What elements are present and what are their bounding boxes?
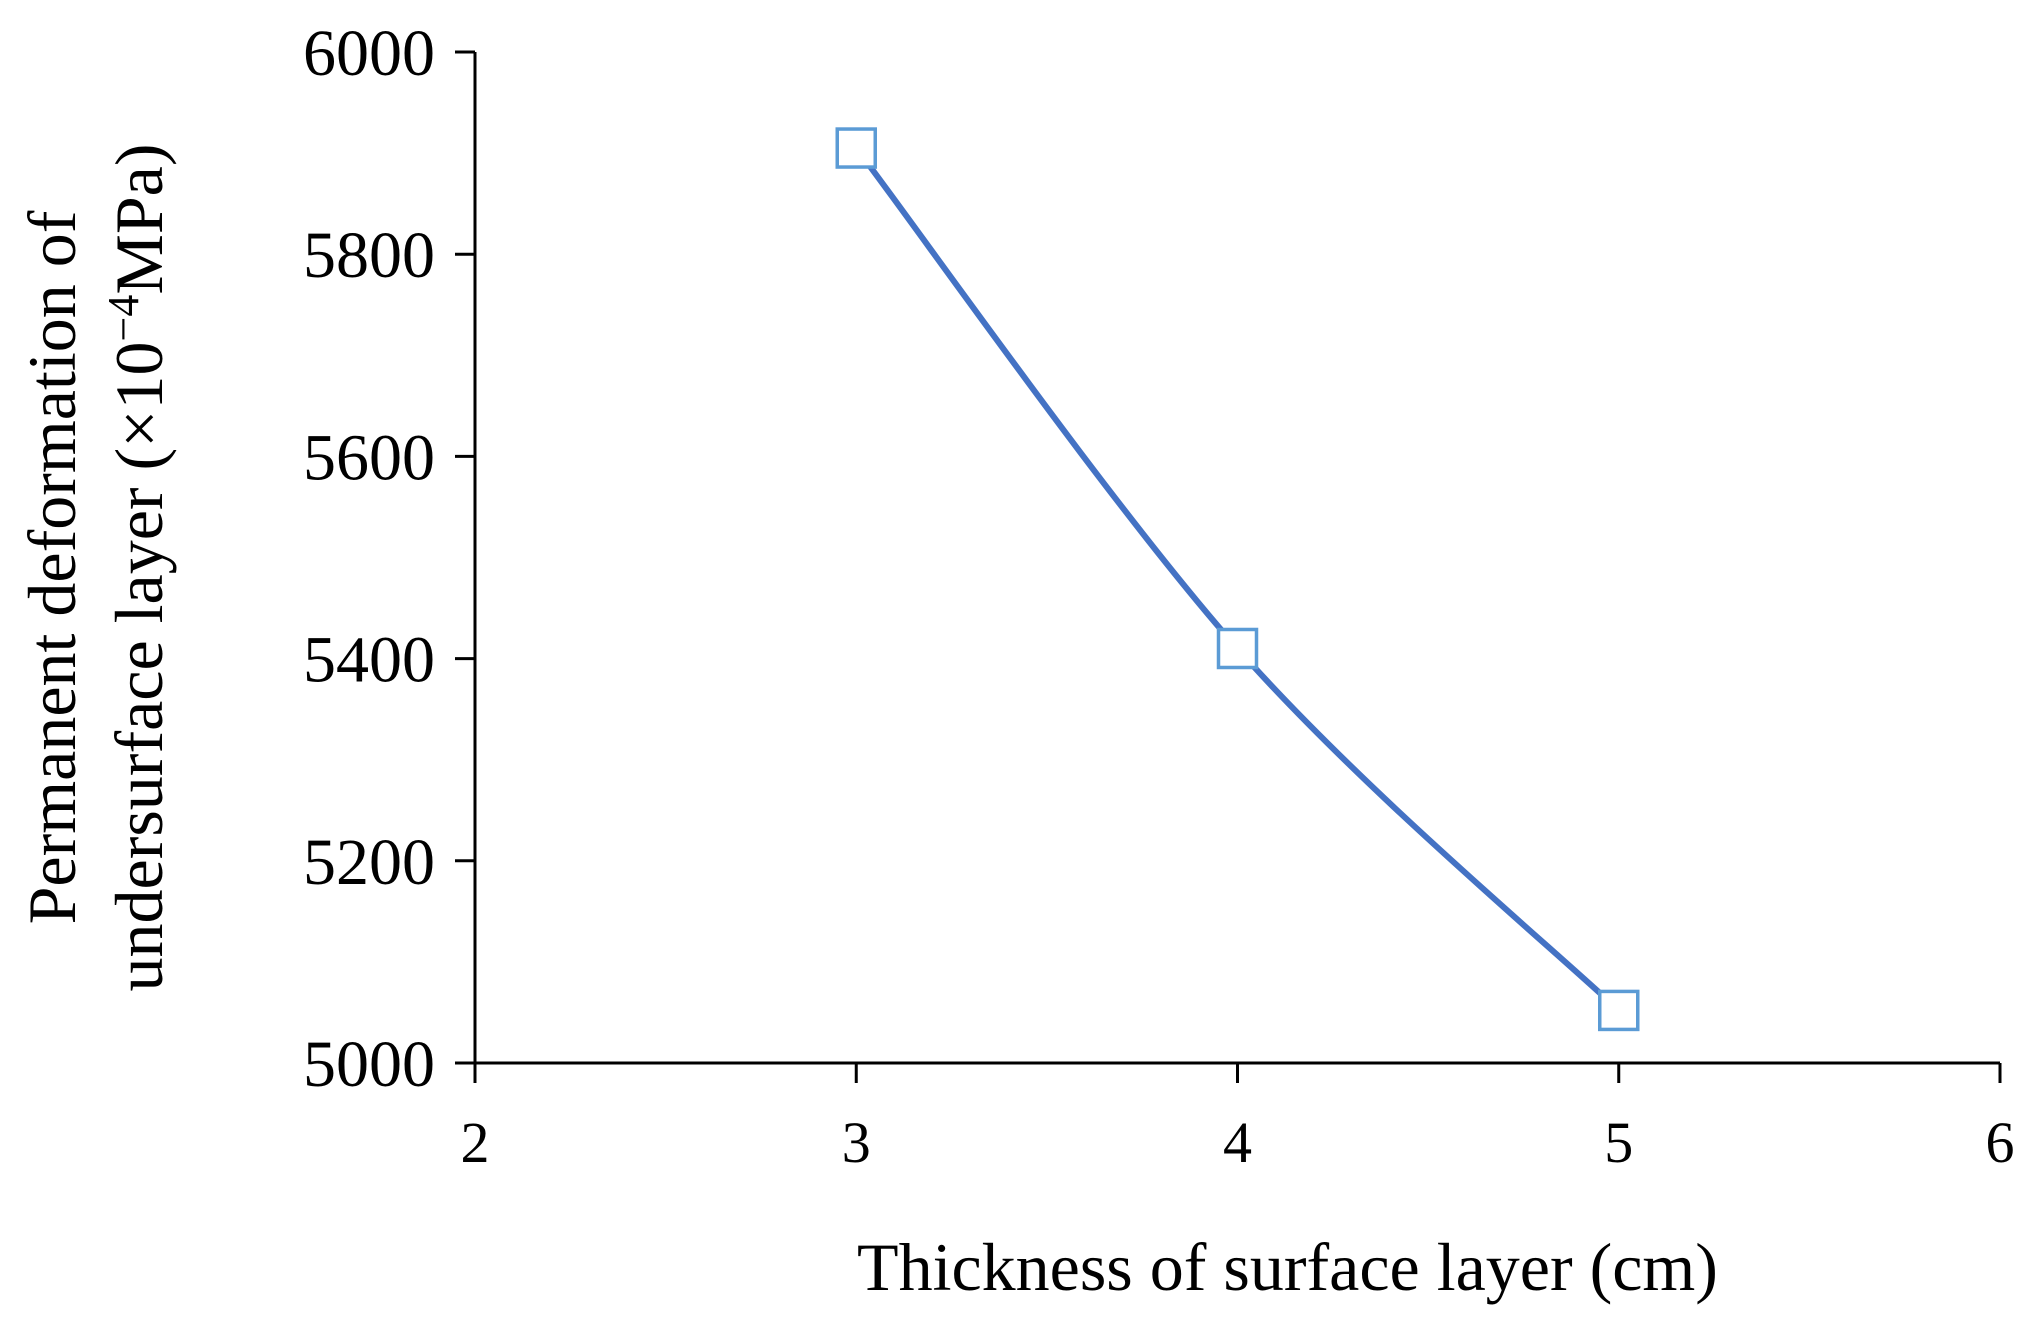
y-axis-title-exponent: −4 — [99, 295, 148, 342]
y-tick-label: 5400 — [303, 624, 435, 697]
ticks: 5000 5200 5400 5600 5800 6000 2 3 4 5 6 — [303, 17, 2015, 1175]
labels: Thickness of surface layer (cm) Permanen… — [14, 144, 1718, 1305]
series — [835, 127, 1640, 1032]
series-line — [853, 145, 1622, 1014]
y-axis-title-suffix: MPa) — [101, 144, 177, 295]
x-tick-label: 3 — [842, 1110, 871, 1175]
y-tick-label: 5200 — [303, 826, 435, 899]
y-axis-title-prefix: undersurface layer (×10 — [101, 341, 177, 991]
x-tick-label: 5 — [1604, 1110, 1633, 1175]
y-tick-label: 6000 — [303, 17, 435, 90]
axes — [473, 52, 2000, 1065]
y-axis-title-line-1: Permanent deformation of — [14, 210, 90, 924]
x-tick-label: 4 — [1223, 1110, 1252, 1175]
y-axis-title-line-2: undersurface layer (×10−4MPa) — [99, 144, 178, 992]
x-tick-label: 2 — [461, 1110, 490, 1175]
y-tick-label: 5000 — [303, 1028, 435, 1101]
data-point-marker — [1598, 989, 1640, 1032]
data-point-marker — [835, 127, 877, 169]
data-point-marker — [1216, 627, 1259, 670]
x-axis-title: Thickness of surface layer (cm) — [857, 1229, 1718, 1305]
x-tick-label: 6 — [1986, 1110, 2015, 1175]
y-tick-label: 5800 — [303, 219, 435, 292]
y-tick-label: 5600 — [303, 421, 435, 494]
